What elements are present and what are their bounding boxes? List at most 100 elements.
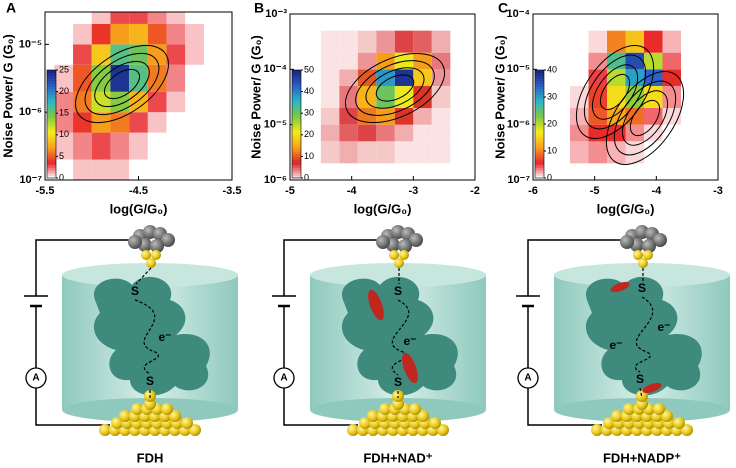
gold-atom — [673, 417, 685, 429]
colorbar-segment — [535, 83, 544, 87]
heatmap-cell — [185, 132, 204, 160]
colorbar-segment — [292, 129, 301, 133]
colorbar-segment — [292, 115, 301, 120]
y-tick-label: 10⁻⁶ — [19, 106, 42, 118]
heatmap-cell — [607, 141, 626, 164]
tip-atom — [376, 235, 390, 249]
heatmap-cell — [185, 12, 204, 24]
gold-atom — [367, 410, 379, 422]
gold-atom — [661, 410, 673, 422]
diagram-label: S — [636, 372, 644, 386]
heatmap-cell — [625, 108, 644, 125]
colorbar-segment — [535, 94, 544, 98]
heatmap-cell — [129, 132, 148, 160]
heatmap-cell — [644, 85, 663, 109]
x-tick-label: -3 — [408, 185, 418, 197]
colorbar-segment — [292, 70, 301, 74]
contour — [84, 52, 160, 116]
heatmap-cell — [413, 52, 432, 70]
colorbar-segment — [535, 126, 544, 130]
heatmap-cell — [166, 44, 186, 65]
colorbar-segment — [535, 97, 544, 101]
tip-gold — [643, 250, 653, 260]
heatmap-cell — [339, 85, 358, 109]
heatmap-cell — [357, 69, 377, 86]
gold-atom — [681, 424, 693, 436]
gold-atom — [347, 424, 359, 436]
colorbar-segment — [535, 169, 544, 174]
gold-atom — [119, 410, 131, 422]
heatmap-cell — [147, 12, 167, 24]
heatmap-cell — [662, 52, 681, 70]
colorbar-segment — [292, 175, 301, 179]
electron-path — [391, 268, 410, 398]
heatmap-cell — [570, 124, 589, 142]
heatmap-cell — [147, 159, 167, 180]
heatmap-cell — [54, 91, 74, 113]
colorbar-segment — [535, 140, 544, 144]
panel-label: C — [498, 0, 508, 16]
circuit-wire — [283, 239, 398, 426]
heatmap-cell — [91, 23, 111, 45]
heatmap-cell — [129, 159, 148, 180]
colorbar-segment — [535, 134, 544, 138]
colorbar-segment — [535, 110, 544, 114]
heatmap-cell — [644, 69, 663, 86]
y-tick-label: 10⁻⁴ — [507, 8, 530, 20]
heatmap-cell — [357, 30, 377, 53]
y-tick-label: 10⁻⁷ — [19, 174, 42, 186]
contour — [355, 60, 435, 116]
colorbar-tick-label: 20 — [304, 129, 314, 139]
colorbar-segment — [292, 110, 301, 114]
colorbar-tick-label: 10 — [59, 129, 69, 139]
contour — [344, 52, 446, 124]
y-tick-label: 10⁻⁷ — [507, 174, 530, 186]
heatmap-cell — [625, 30, 644, 53]
heatmap-cell — [185, 91, 204, 113]
x-tick-label: -4.5 — [129, 185, 148, 197]
protein — [585, 276, 702, 396]
x-axis-label: log(G/G₀) — [597, 201, 655, 216]
colorbar-segment — [292, 164, 301, 168]
schematic: S Se⁻ A FDH — [24, 225, 238, 465]
heatmap-cell — [570, 69, 589, 86]
gold-atom — [161, 403, 173, 415]
tip-gold — [389, 250, 399, 260]
diagram-label: A — [524, 373, 531, 384]
tip-atom — [409, 233, 423, 247]
heatmap-cell — [570, 108, 589, 125]
gold-atom — [99, 424, 111, 436]
colorbar-tick-label: 40 — [304, 86, 314, 96]
contour — [621, 90, 669, 146]
heatmap-cell — [73, 132, 92, 160]
heatmap-cell — [73, 44, 92, 65]
heatmap-cell — [570, 85, 589, 109]
gold-atom — [429, 417, 441, 429]
x-tick-label: -3.5 — [223, 185, 242, 197]
colorbar-segment — [292, 118, 301, 122]
tip-atom — [620, 235, 634, 249]
heatmap-cell — [320, 124, 340, 142]
heatmap-cell — [376, 141, 395, 164]
plot-frame — [532, 13, 719, 181]
colorbar-segment — [47, 151, 56, 155]
colorbar-segment — [535, 145, 544, 149]
contour — [103, 68, 141, 100]
colorbar-segment — [47, 83, 56, 87]
colorbar-segment — [47, 78, 56, 82]
heatmap-cell — [625, 141, 644, 164]
heatmap-cell — [607, 69, 626, 86]
heatmap-cell — [91, 159, 111, 180]
caption: FDH — [137, 450, 164, 465]
gold-atom — [623, 403, 635, 415]
colorbar-segment — [535, 75, 544, 79]
heatmap-cell — [413, 124, 432, 142]
y-tick-label: 10⁻⁵ — [507, 63, 530, 75]
heatmap-cell — [320, 141, 340, 164]
heatmap-cell — [110, 112, 130, 133]
colorbar-segment — [47, 148, 56, 152]
tip-atom — [161, 233, 175, 247]
heatmap-cell — [607, 30, 626, 53]
colorbar-segment — [292, 161, 301, 165]
colorbar-segment — [292, 113, 301, 117]
